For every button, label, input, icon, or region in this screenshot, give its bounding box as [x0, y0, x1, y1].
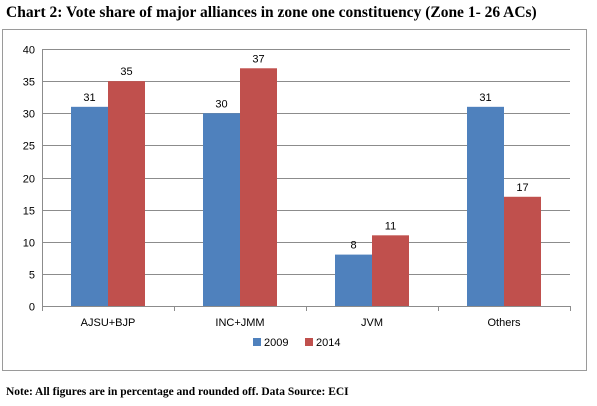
y-tick-label: 40	[23, 45, 35, 57]
legend-label: 2014	[316, 337, 340, 349]
legend-swatch-2009	[253, 338, 261, 346]
x-tick-label: INC+JMM	[215, 317, 264, 329]
data-label: 8	[350, 240, 356, 252]
y-tick-label: 35	[23, 77, 35, 89]
x-tick-label: JVM	[361, 317, 383, 329]
data-label: 11	[385, 220, 396, 232]
data-label: 31	[83, 92, 95, 104]
bar-2009	[71, 106, 108, 306]
y-tick-label: 15	[23, 206, 35, 218]
x-tick-label: Others	[487, 317, 521, 329]
data-label: 35	[120, 66, 132, 78]
data-label: 17	[516, 182, 528, 194]
y-tick-label: 30	[23, 109, 35, 121]
y-tick-label: 0	[29, 302, 35, 314]
bar-2009	[467, 106, 504, 306]
data-label: 30	[215, 98, 227, 110]
data-label: 37	[252, 53, 264, 65]
x-tick-label: AJSU+BJP	[81, 317, 136, 329]
bar-2009	[203, 113, 240, 306]
bar-2014	[108, 81, 145, 306]
y-tick-label: 5	[29, 270, 35, 282]
source-note: Note: All figures are in percentage and …	[6, 386, 349, 398]
bar-2009	[335, 254, 372, 306]
bar-2014	[372, 235, 409, 306]
y-tick-label: 10	[23, 238, 35, 250]
bar-2014	[240, 68, 277, 307]
bar-2014	[504, 196, 541, 306]
data-label: 31	[479, 92, 491, 104]
y-tick-label: 25	[23, 141, 35, 153]
chart-title: Chart 2: Vote share of major alliances i…	[6, 4, 537, 21]
legend-label: 2009	[264, 337, 288, 349]
y-tick-label: 20	[23, 174, 35, 186]
legend-swatch-2014	[305, 338, 313, 346]
